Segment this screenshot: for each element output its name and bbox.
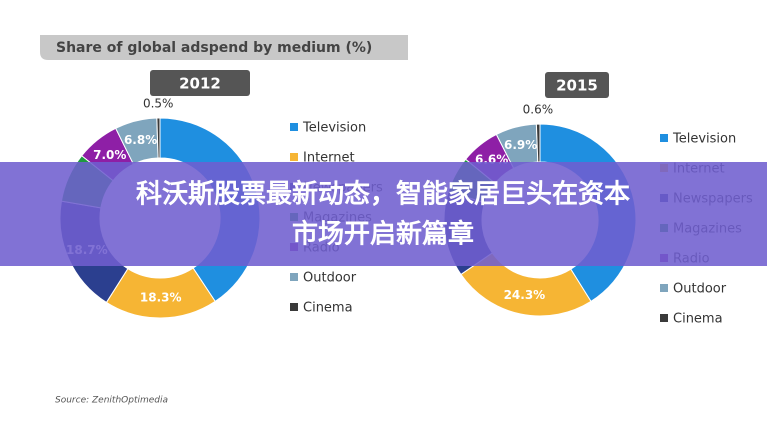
legend-swatch <box>290 273 298 281</box>
year-tag <box>545 72 609 98</box>
legend-swatch <box>660 134 668 142</box>
overlay-line: 科沃斯股票最新动态，智能家居巨头在资本 <box>136 179 630 210</box>
legend-swatch <box>660 314 668 322</box>
legend-swatch <box>660 284 668 292</box>
value-label: 7.0% <box>93 148 126 162</box>
chart-title: 2012 <box>179 75 221 93</box>
legend-label: Television <box>302 121 366 136</box>
legend-label: Internet <box>303 151 355 166</box>
chart-title: 2015 <box>556 77 598 95</box>
source: Source: ZenithOptimedia <box>55 396 168 406</box>
legend-label: Outdoor <box>303 271 357 286</box>
year-tag <box>150 70 250 96</box>
legend-swatch <box>290 303 298 311</box>
legend-swatch <box>290 153 298 161</box>
legend-label: Television <box>672 132 736 147</box>
heading: Share of global adspend by medium (%) <box>56 40 372 56</box>
legend-swatch <box>290 123 298 131</box>
legend-label: Outdoor <box>673 282 727 297</box>
donut-segment <box>156 117 161 159</box>
value-label: 0.6% <box>523 103 554 117</box>
legend-label: Cinema <box>303 301 353 316</box>
value-label: 24.3% <box>504 288 546 302</box>
value-label: 6.8% <box>124 133 157 147</box>
overlay-band <box>0 162 767 266</box>
heading-bar <box>40 35 408 60</box>
value-label: 6.9% <box>504 138 537 152</box>
value-label: 18.3% <box>140 290 182 304</box>
value-label: 0.5% <box>143 97 174 111</box>
legend-label: Cinema <box>673 312 723 327</box>
overlay-line: 市场开启新篇章 <box>292 219 474 250</box>
